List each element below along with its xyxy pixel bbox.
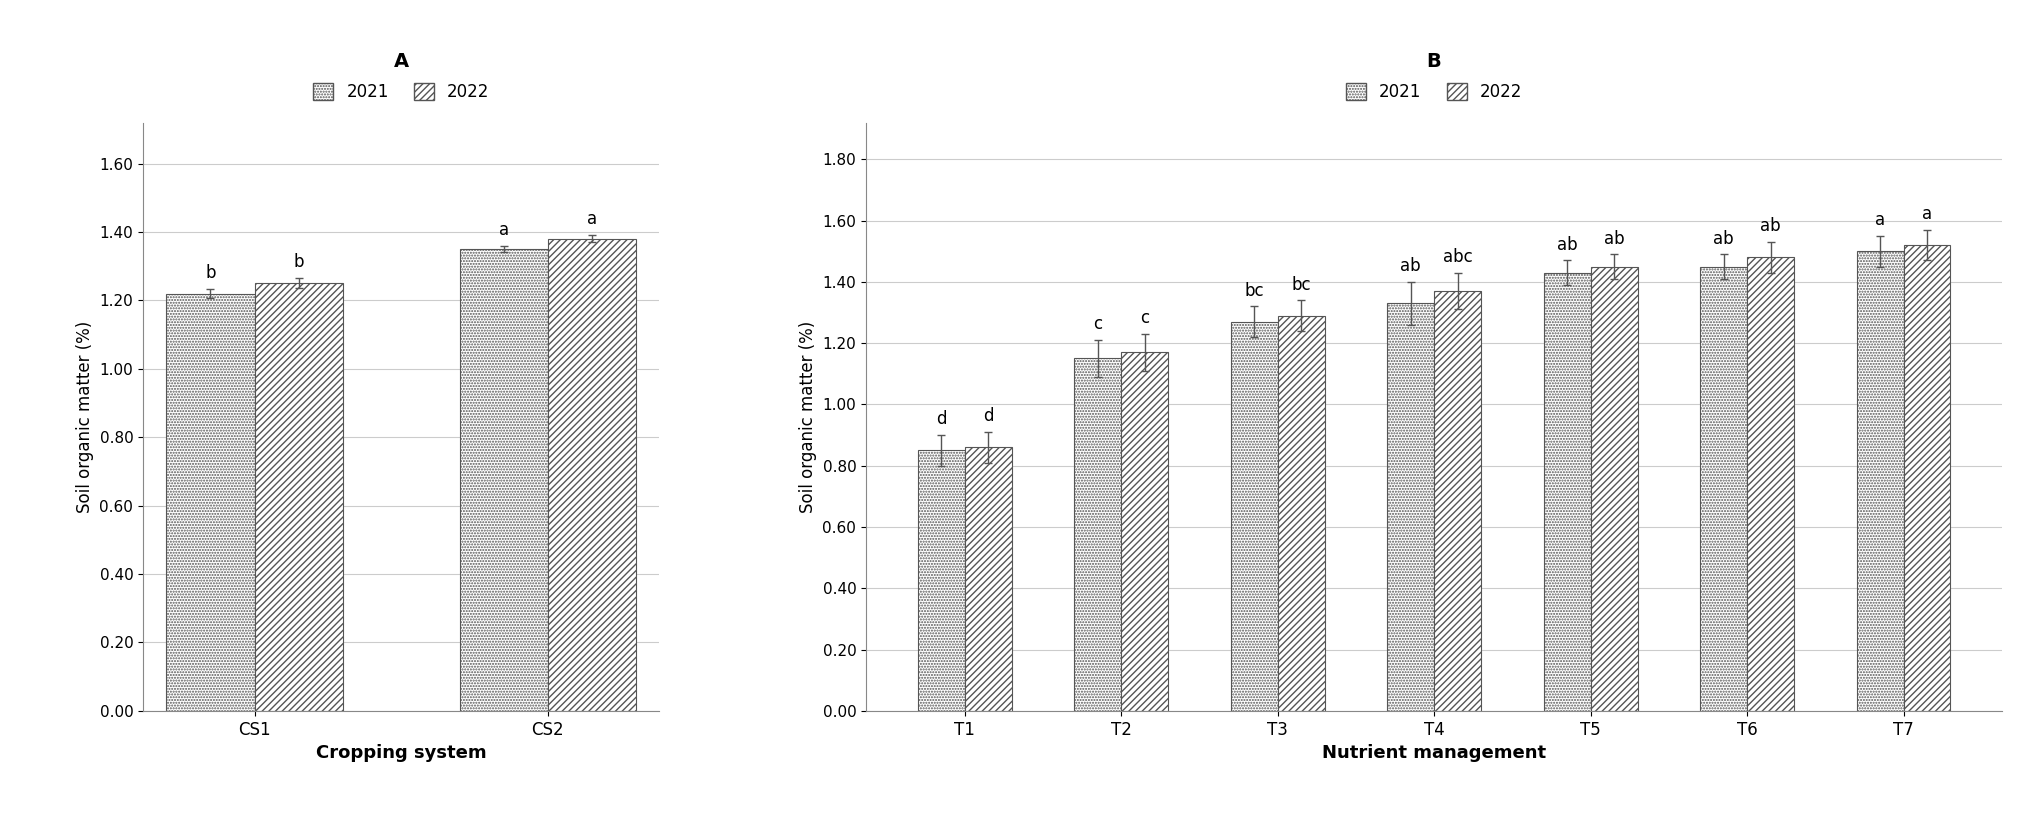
Bar bbox=[1122, 352, 1169, 711]
Bar bbox=[1387, 303, 1434, 711]
Text: ab: ab bbox=[1399, 257, 1422, 275]
Bar bbox=[1545, 273, 1591, 711]
Text: b: b bbox=[294, 252, 304, 270]
Bar bbox=[1591, 266, 1638, 711]
Legend: 2021, 2022: 2021, 2022 bbox=[308, 78, 494, 106]
Bar bbox=[1747, 257, 1794, 711]
Text: ab: ab bbox=[1557, 235, 1577, 254]
Text: b: b bbox=[204, 264, 217, 282]
Bar bbox=[1857, 252, 1904, 711]
Text: abc: abc bbox=[1442, 248, 1473, 266]
Text: c: c bbox=[1093, 315, 1101, 333]
Bar bbox=[1277, 315, 1324, 711]
Bar bbox=[1904, 245, 1951, 711]
Text: a: a bbox=[1875, 211, 1886, 230]
Text: c: c bbox=[1140, 309, 1148, 328]
Text: bc: bc bbox=[1291, 275, 1312, 293]
Text: B: B bbox=[1426, 52, 1442, 71]
X-axis label: Cropping system: Cropping system bbox=[317, 744, 486, 762]
X-axis label: Nutrient management: Nutrient management bbox=[1322, 744, 1547, 762]
Bar bbox=[460, 249, 548, 711]
Text: ab: ab bbox=[1714, 230, 1735, 248]
Y-axis label: Soil organic matter (%): Soil organic matter (%) bbox=[76, 320, 94, 513]
Text: ab: ab bbox=[1604, 230, 1624, 248]
Bar bbox=[1075, 359, 1122, 711]
Bar bbox=[255, 283, 343, 711]
Y-axis label: Soil organic matter (%): Soil organic matter (%) bbox=[799, 320, 817, 513]
Text: ab: ab bbox=[1761, 217, 1781, 235]
Text: A: A bbox=[394, 52, 409, 71]
Text: d: d bbox=[983, 407, 993, 426]
Text: d: d bbox=[936, 410, 946, 428]
Text: bc: bc bbox=[1244, 282, 1265, 300]
Bar bbox=[917, 450, 964, 711]
Text: a: a bbox=[498, 221, 509, 239]
Bar bbox=[964, 448, 1011, 711]
Text: a: a bbox=[586, 210, 597, 228]
Bar bbox=[548, 239, 635, 711]
Legend: 2021, 2022: 2021, 2022 bbox=[1340, 78, 1528, 106]
Text: a: a bbox=[1922, 205, 1933, 223]
Bar bbox=[1230, 322, 1277, 711]
Bar bbox=[165, 293, 255, 711]
Bar bbox=[1700, 266, 1747, 711]
Bar bbox=[1434, 291, 1481, 711]
